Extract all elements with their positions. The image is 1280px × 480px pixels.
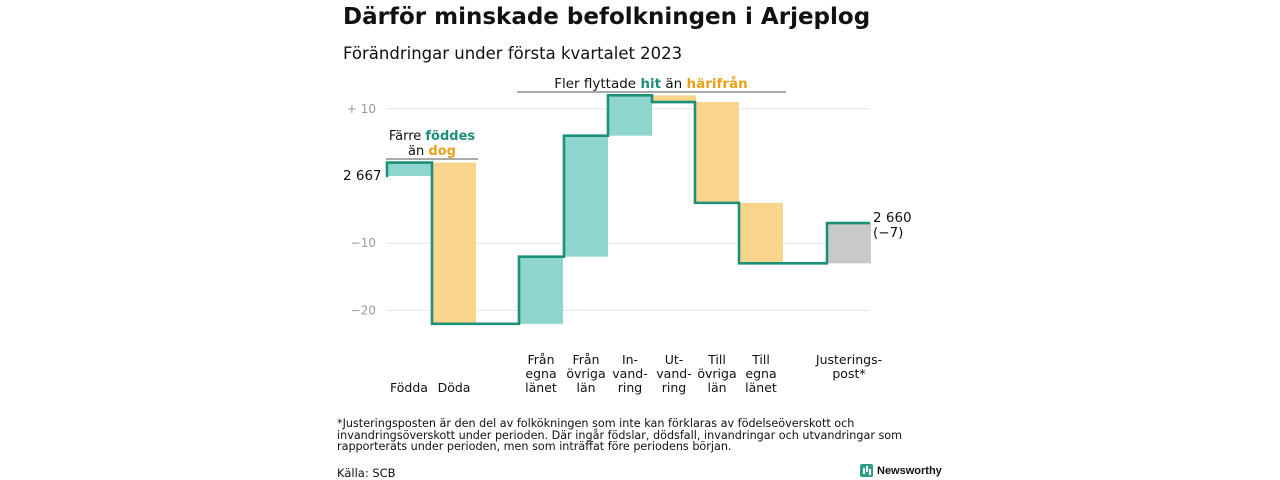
category-label: Justerings-post* (815, 352, 882, 381)
waterfall-bar (652, 95, 696, 103)
end-value-label-line1: 2 660 (873, 210, 912, 226)
waterfall-bar (564, 135, 608, 257)
chart-subtitle: Förändringar under första kvartalet 2023 (343, 44, 683, 63)
waterfall-chart: + 10 −10 −20 Födda Döda Från egna länet Från övri… (343, 75, 912, 395)
waterfall-bar (432, 162, 476, 324)
y-tick-label: −20 (351, 303, 376, 317)
migration-annotation: Fler flyttade hit än härifrån (554, 75, 748, 92)
waterfall-bar (387, 162, 431, 176)
births-annotation-line2: än dog (408, 144, 456, 159)
brand-name: Newsworthy (877, 464, 942, 477)
y-tick-label: + 10 (347, 102, 376, 116)
label-layer: + 10 −10 −20 Födda Döda Från egna länet Från övri… (347, 102, 882, 395)
start-value-label: 2 667 (343, 168, 382, 184)
waterfall-bar (608, 95, 652, 136)
category-label: Döda (438, 380, 471, 395)
line-layer (385, 94, 870, 326)
category-label: Födda (390, 380, 428, 395)
cumulative-line (385, 94, 870, 326)
births-annotation-line1: Färre föddes (389, 129, 476, 144)
waterfall-bar (695, 102, 739, 203)
chart-title: Därför minskade befolkningen i Arjeplog (343, 4, 871, 30)
end-value-label-line2: (−7) (873, 225, 903, 241)
category-label: Från övriga län (566, 352, 605, 395)
category-label: Ut-vand-ring (656, 352, 691, 395)
category-label: Till egna länet (745, 352, 777, 395)
category-label: In-vand-ring (612, 352, 647, 395)
source-label: Källa: SCB (337, 466, 396, 480)
category-label: Till övriga län (697, 352, 736, 395)
bar-chart-icon (860, 464, 873, 477)
category-label: Från egna länet (525, 352, 557, 395)
footnote: *Justeringsposten är den del av folkökni… (337, 417, 903, 454)
bar-layer (387, 95, 871, 324)
brand-logo[interactable]: Newsworthy (860, 464, 942, 477)
waterfall-bar (739, 202, 783, 264)
waterfall-bar (519, 256, 563, 324)
waterfall-bar (827, 223, 871, 264)
y-tick-label: −10 (351, 236, 376, 250)
